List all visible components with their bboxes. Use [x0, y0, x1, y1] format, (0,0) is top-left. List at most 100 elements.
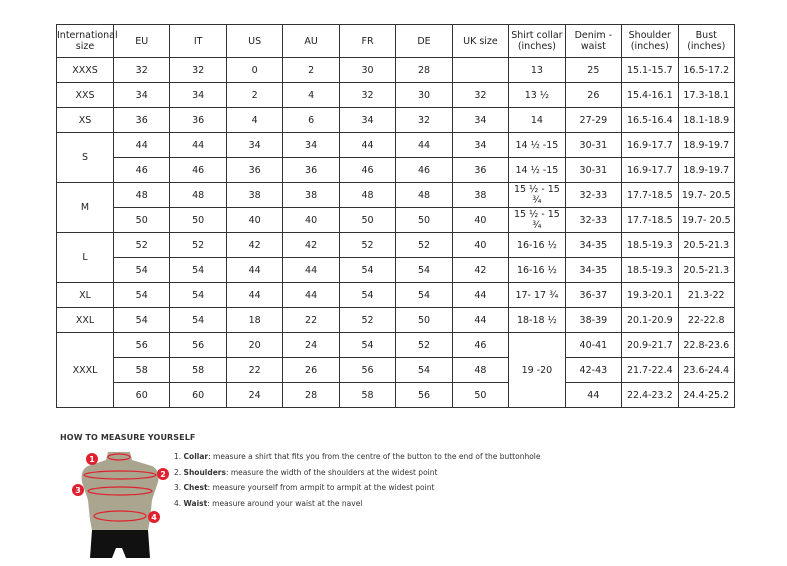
- table-cell: 32: [169, 57, 227, 83]
- table-cell: 20.9-21.7: [621, 332, 679, 358]
- table-cell: 48: [395, 182, 453, 208]
- table-cell: 46: [395, 157, 453, 183]
- step-term: Waist: [183, 498, 208, 508]
- marker-4-icon: [148, 511, 160, 523]
- table-cell: 17.7-18.5: [621, 207, 679, 233]
- table-cell: 16-16 ½: [508, 232, 566, 258]
- marker-3-label: 3: [75, 486, 81, 495]
- step-term: Collar: [183, 452, 209, 461]
- table-cell: 16.9-17.7: [621, 157, 679, 183]
- size-cell: XXXS: [56, 57, 114, 83]
- table-cell: 18.5-19.3: [621, 232, 679, 258]
- step-text: : measure around your waist at the navel: [207, 498, 363, 508]
- table-cell: 19.7- 20.5: [677, 182, 736, 208]
- column-header: FR: [338, 24, 397, 58]
- table-cell: 15.4-16.1: [621, 82, 679, 108]
- table-cell: 36: [451, 157, 510, 183]
- table-cell: 0: [225, 57, 284, 83]
- table-cell: 30-31: [564, 132, 623, 158]
- table-cell: 44: [282, 282, 340, 308]
- measure-guide: HOW TO MEASURE YOURSELF: [60, 433, 196, 442]
- table-cell: 38: [451, 182, 510, 208]
- marker-3-icon: [72, 484, 84, 496]
- table-cell: 44: [112, 132, 171, 158]
- table-cell: 36: [112, 107, 171, 133]
- table-cell: 30: [338, 57, 397, 83]
- table-cell: 42: [451, 257, 510, 283]
- table-cell: 18.1-18.9: [677, 107, 736, 133]
- table-cell: 18.5-19.3: [621, 257, 679, 283]
- table-cell: 54: [112, 282, 171, 308]
- step-text: : measure yourself from armpit to armpit…: [207, 483, 435, 492]
- size-cell: XXS: [56, 82, 114, 108]
- marker-2-icon: [157, 468, 169, 480]
- table-cell: 58: [169, 357, 227, 383]
- table-cell: 54: [338, 257, 397, 283]
- table-cell: 28: [395, 57, 453, 83]
- size-cell: XS: [56, 107, 114, 133]
- table-cell: 34: [282, 132, 340, 158]
- size-cell: XL: [56, 282, 114, 308]
- column-header: EU: [112, 24, 171, 58]
- table-cell: 20: [225, 332, 284, 358]
- table-cell: 52: [395, 332, 453, 358]
- table-cell: 20.1-20.9: [621, 307, 679, 333]
- column-header: DE: [395, 24, 453, 58]
- table-cell: 50: [451, 382, 510, 408]
- table-row: XL 54 54 44 44 54 54 44 17- 17 ¾ 36-37 19.3-20.1 21…: [56, 282, 736, 308]
- table-cell: 17- 17 ¾: [508, 282, 566, 308]
- table-cell: 24.4-25.2: [677, 382, 736, 408]
- table-cell: 52: [395, 232, 453, 258]
- column-header: IT: [169, 24, 227, 58]
- table-cell: 15 ½ - 15 ¾: [508, 182, 566, 208]
- marker-1-icon: [86, 453, 98, 465]
- table-cell: 48: [451, 357, 510, 383]
- table-cell: 26: [282, 357, 340, 383]
- table-cell: 20.5-21.3: [677, 257, 736, 283]
- table-cell: 52: [169, 232, 227, 258]
- table-cell: 54: [395, 257, 453, 283]
- table-row: XXL 54 54 18 22 52 50 44 18-18 ½ 38-39 20.1-20.9 22…: [56, 307, 736, 333]
- table-cell: 34-35: [564, 257, 623, 283]
- table-cell: 23.6-24.4: [677, 357, 736, 383]
- column-header: US: [225, 24, 284, 58]
- column-header: International size: [56, 24, 118, 58]
- table-row: 46 46 36 36 46 46 36 14 ½ -15 30-31 16.9-17.7 18.9…: [57, 157, 736, 183]
- column-header: Shirt collar (inches): [508, 24, 566, 58]
- table-cell: 38: [282, 182, 340, 208]
- table-cell: 34: [451, 132, 510, 158]
- table-cell: 18.9-19.7: [677, 157, 736, 183]
- table-cell: 2: [282, 57, 340, 83]
- header-row: International size EU IT US AU FR DE UK size Shi…: [56, 24, 736, 58]
- table-cell: 26: [564, 82, 623, 108]
- measure-steps: 1. Collar: measure a shirt that fits you…: [174, 452, 541, 514]
- table-cell: 16.5-17.2: [677, 57, 736, 83]
- table-cell: 60: [112, 382, 171, 408]
- table-cell: 54: [112, 307, 171, 333]
- table-cell: 44: [338, 132, 397, 158]
- table-cell: 54: [338, 282, 397, 308]
- table-cell: 22: [282, 307, 340, 333]
- table-cell: 24: [282, 332, 340, 358]
- table-cell: 52: [112, 232, 171, 258]
- table-cell: 32: [451, 82, 510, 108]
- table-row: L 52 52 42 42 52 52 40 16-16 ½ 34-35 18.5-19.3 20.5…: [56, 232, 736, 283]
- table-row: XXS 34 34 2 4 32 30 32 13 ½ 26 15.4-16.1 17.3-18.1: [56, 82, 736, 108]
- table-cell: 44: [395, 132, 453, 158]
- table-row: XXXS 32 32 0 2 30 28 13 25 15.1-15.7 16.5-17.2: [56, 57, 736, 83]
- collar-cell: 19 -20: [508, 332, 566, 408]
- table-cell: 22.8-23.6: [677, 332, 736, 358]
- table-cell: 40: [451, 232, 510, 258]
- table-cell: 54: [169, 282, 227, 308]
- table-cell: 27-29: [564, 107, 623, 133]
- table-cell: 48: [169, 182, 227, 208]
- size-cell: L: [56, 232, 114, 283]
- size-cell: XXL: [56, 307, 114, 333]
- table-cell: 54: [112, 257, 171, 283]
- table-cell: 46: [451, 332, 510, 358]
- table-cell: 50: [169, 207, 227, 233]
- table-cell: 36: [169, 107, 227, 133]
- step-number: 1.: [174, 452, 182, 461]
- table-cell: 40: [282, 207, 340, 233]
- step-text: : measure a shirt that fits you from the…: [208, 452, 541, 461]
